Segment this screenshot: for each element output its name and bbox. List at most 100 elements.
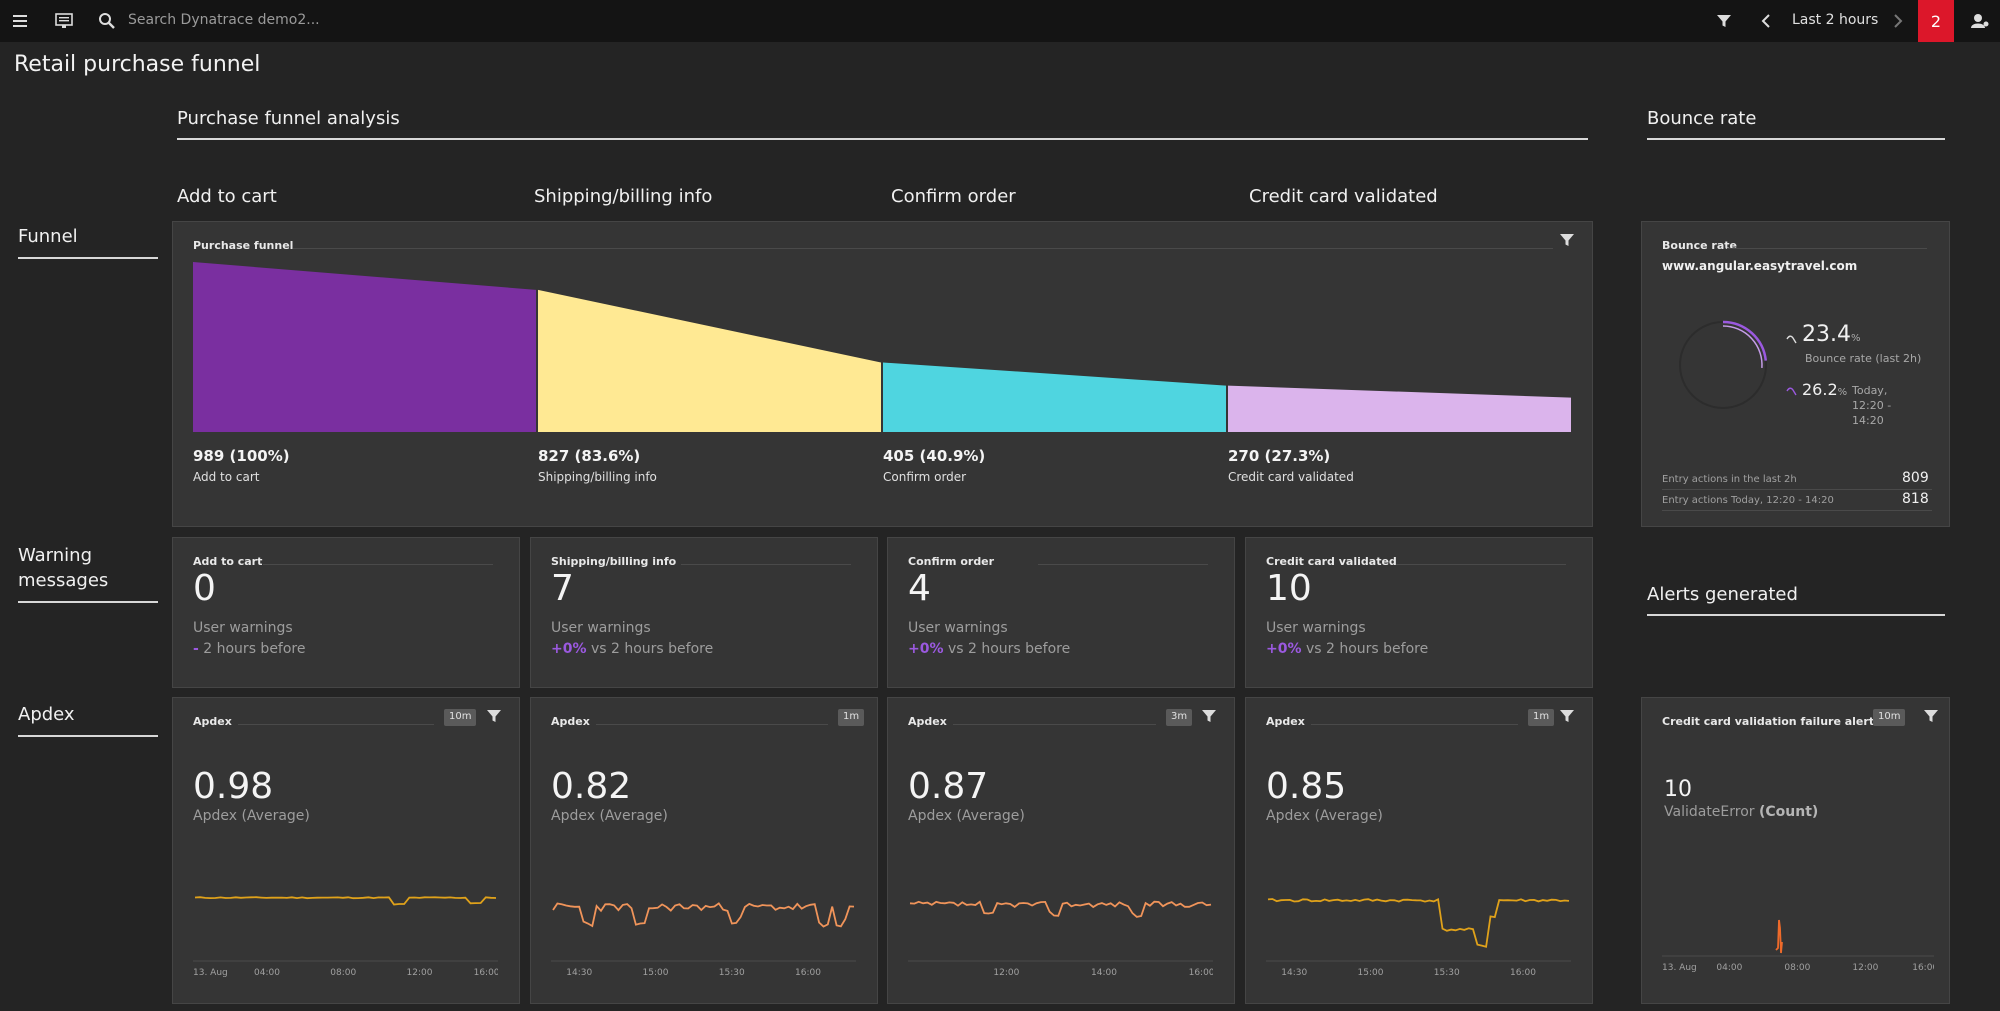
tile-title: Add to cart [193,555,263,568]
column-header-credit-card: Credit card validated [1249,186,1438,207]
search-input[interactable]: Search Dynatrace demo2... [128,12,320,28]
axis-tick-label: 15:30 [719,968,745,978]
funnel-step-label: Shipping/billing info [538,470,657,484]
bounce-rate-tile[interactable]: Bounce rate www.angular.easytravel.com 2… [1641,221,1950,527]
interval-badge: 3m [1166,709,1193,726]
warning-tile[interactable]: Confirm order 4 User warnings +0% vs 2 hour… [887,537,1235,688]
warning-count: 0 [193,568,216,609]
warning-tile[interactable]: Credit card validated 10 User warnings +0% … [1245,537,1593,688]
funnel-step-label: Credit card validated [1228,470,1354,484]
apdex-sparkline: 13. Aug 04:00 08:00 12:00 16:00 [193,896,498,978]
warning-comparison: +0% vs 2 hours before [1266,641,1428,657]
timeframe-selector[interactable]: Last 2 hours [1792,12,1879,28]
filter-icon[interactable] [1714,0,1734,42]
warning-count: 4 [908,568,931,609]
filter-icon[interactable] [1923,708,1939,728]
menu-icon[interactable] [10,0,32,42]
funnel-analysis-header: Purchase funnel analysis [177,108,400,129]
entry-last-value: 809 [1902,470,1929,486]
apdex-value: 0.85 [1266,766,1347,807]
axis-tick-label: 14:00 [1091,968,1117,978]
axis-tick-label: 13. Aug [1662,963,1697,973]
bounce-rate-value: 23.4% [1802,322,1861,347]
apdex-tile[interactable]: Apdex 1m 0.85 Apdex (Average) 14:30 15:00 15:3… [1245,697,1593,1004]
chevron-right-icon[interactable] [1888,0,1908,42]
divider [263,564,493,565]
divider [1662,510,1932,511]
warning-label: User warnings [908,620,1008,636]
axis-tick-label: 12:00 [407,968,433,978]
interval-badge: 1m [1528,709,1555,726]
tile-title: Shipping/billing info [551,555,677,568]
apdex-series-line [552,902,855,928]
funnel-step-2[interactable] [883,362,1226,432]
divider [177,138,1588,140]
tile-title: Apdex [908,715,947,728]
tile-title: Purchase funnel [193,239,294,252]
funnel-step-0[interactable] [193,262,536,432]
interval-badge: 10m [444,709,477,726]
axis-tick-label: 14:30 [1281,968,1307,978]
bounce-today-label: Today, 12:20 - 14:20 [1852,384,1892,427]
tile-title: Confirm order [908,555,995,568]
axis-tick-label: 08:00 [330,968,356,978]
filter-icon[interactable] [1559,232,1575,252]
apdex-tile[interactable]: Apdex 1m 0.82 Apdex (Average) 14:30 15:00 15:3… [530,697,878,1004]
bounce-rate-ring [1679,320,1768,409]
warning-row-label: Warning messages [18,543,108,593]
warning-comparison: +0% vs 2 hours before [551,641,713,657]
divider [1396,564,1566,565]
divider [293,248,1553,249]
entry-today-label: Entry actions Today, 12:20 - 14:20 [1662,495,1834,506]
apdex-tile[interactable]: Apdex 3m 0.87 Apdex (Average) 12:00 14:00 16:0… [887,697,1235,1004]
warning-delta: +0% [551,641,587,657]
funnel-step-label: Confirm order [883,470,967,484]
alerts-label: ValidateError (Count) [1664,804,1819,820]
funnel-step-value: 989 (100%) [193,447,290,465]
axis-tick-label: 08:00 [1784,963,1810,973]
apdex-series-line [194,896,497,906]
funnel-step-3[interactable] [1228,385,1571,432]
warning-comparison: +0% vs 2 hours before [908,641,1070,657]
apdex-sparkline: 12:00 14:00 16:00 [908,900,1213,978]
warning-tile[interactable]: Shipping/billing info 7 User warnings +0% v… [530,537,878,688]
apdex-series-line [1267,897,1570,948]
funnel-step-1[interactable] [538,289,881,432]
tile-title: Apdex [193,715,232,728]
apdex-tile[interactable]: Apdex 10m 0.98 Apdex (Average) 13. Aug 04:00 0… [172,697,520,1004]
warning-comparison-text: vs 2 hours before [586,641,714,657]
apdex-value: 0.87 [908,766,989,807]
bounce-rate-label: Bounce rate (last 2h) [1805,352,1922,365]
axis-tick-label: 16:00 [1189,968,1213,978]
filter-icon[interactable] [1559,708,1575,728]
divider [1727,248,1927,249]
warning-comparison-text: vs 2 hours before [1301,641,1429,657]
filter-icon[interactable] [1201,708,1217,728]
search-icon[interactable] [96,0,118,42]
axis-tick-label: 15:30 [1434,968,1460,978]
funnel-tile[interactable]: Purchase funnel 989 (100%) Add to cart 827… [172,221,1593,527]
divider [18,735,158,737]
axis-tick-label: 15:00 [1358,968,1384,978]
problems-badge[interactable]: 2 [1918,0,1954,42]
filter-icon[interactable] [486,708,502,728]
axis-tick-label: 16:00 [795,968,821,978]
chevron-left-icon[interactable] [1756,0,1776,42]
user-icon[interactable] [1968,0,1992,42]
apdex-sparkline: 14:30 15:00 15:30 16:00 [1266,897,1571,978]
entry-last-label: Entry actions in the last 2h [1662,474,1797,485]
warning-count: 7 [551,568,574,609]
top-bar: Search Dynatrace demo2... Last 2 hours 2 [0,0,2000,42]
warning-label: User warnings [551,620,651,636]
apdex-series-line [909,900,1212,918]
axis-tick-label: 16:00 [474,968,498,978]
warning-delta: +0% [1266,641,1302,657]
monitor-icon[interactable] [52,0,76,42]
axis-tick-label: 16:00 [1912,963,1934,973]
apdex-label: Apdex (Average) [1266,808,1383,824]
divider [1647,138,1945,140]
alerts-tile[interactable]: Credit card validation failure alerts 10… [1641,697,1950,1004]
bounce-rate-header: Bounce rate [1647,108,1757,129]
apdex-sparkline: 14:30 15:00 15:30 16:00 [551,902,856,978]
warning-tile[interactable]: Add to cart 0 User warnings - 2 hours befor… [172,537,520,688]
